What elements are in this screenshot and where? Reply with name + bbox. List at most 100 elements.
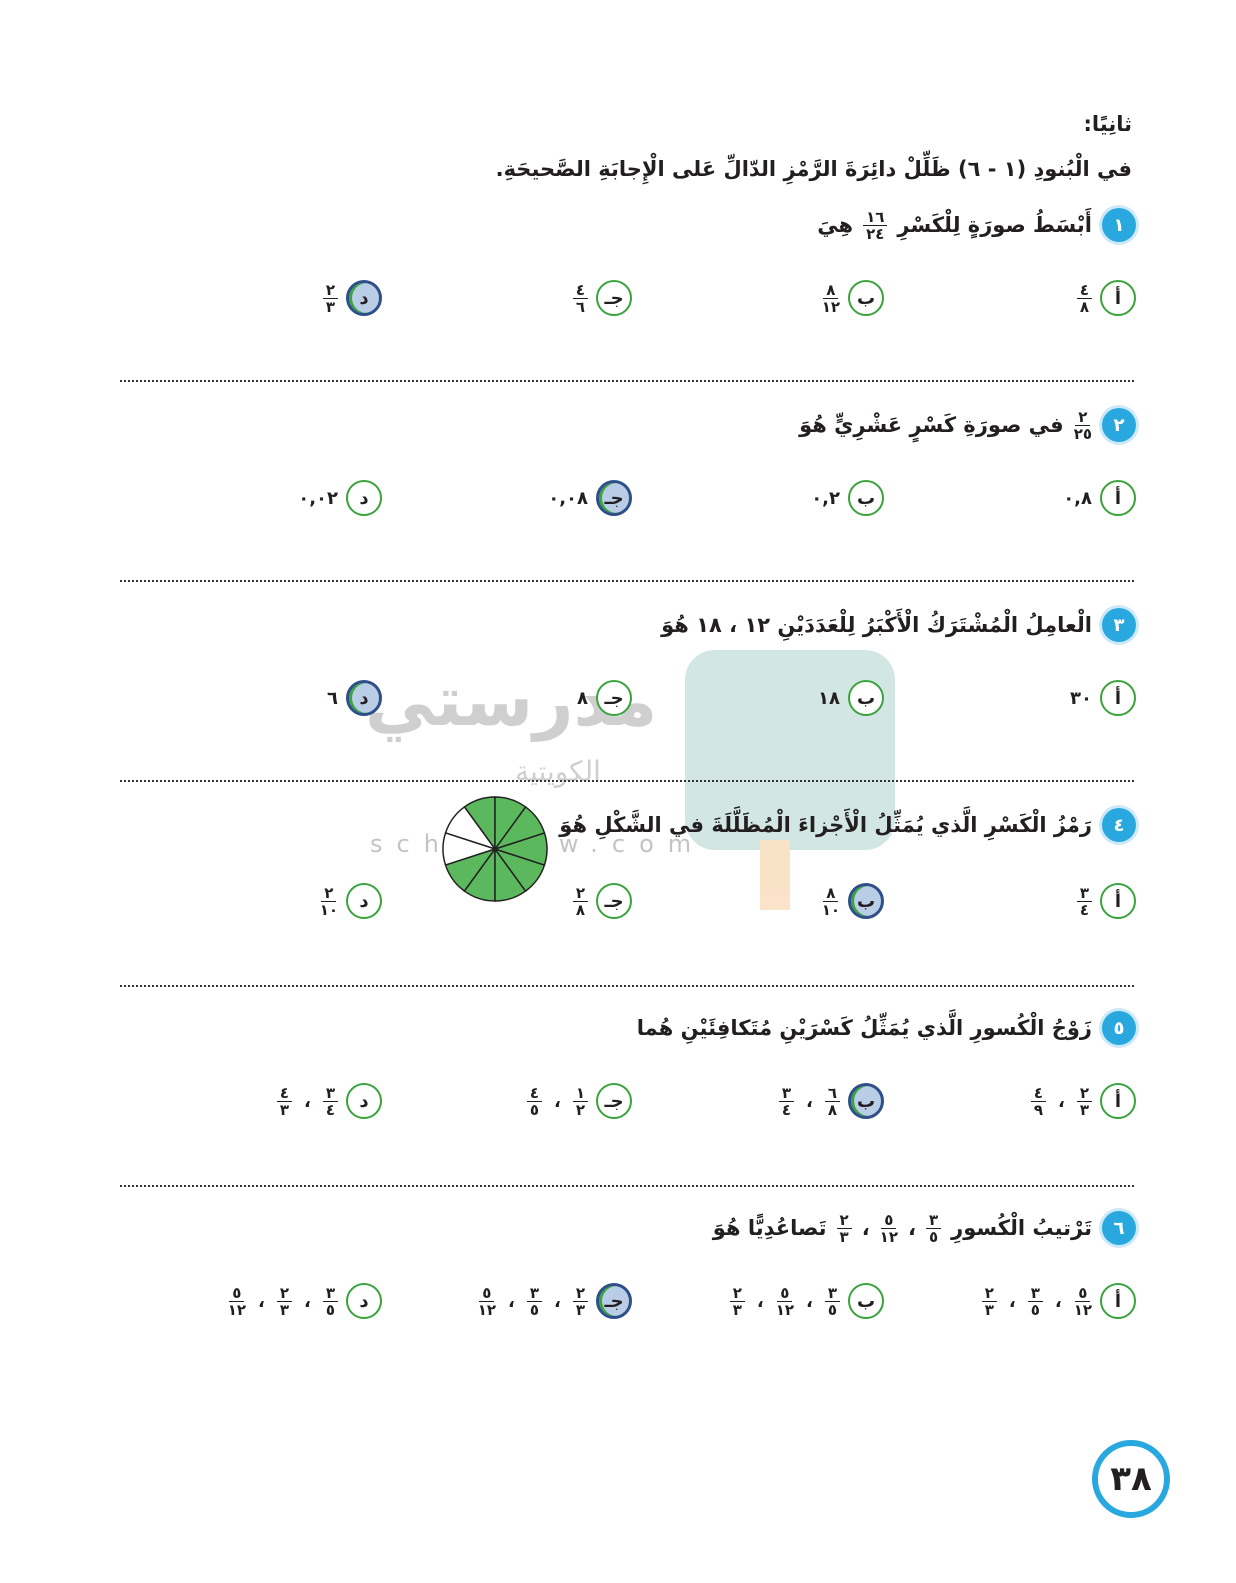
question-2: ٢ ٢ ٢٥ في صورَةِ كَسْرٍ عَشْرِيٍّ هُوَ	[799, 405, 1136, 445]
fraction: ٢ ١٠	[320, 885, 338, 918]
option-1[interactable]: أ ٣٠	[1070, 680, 1136, 716]
denominator: ٥	[325, 1300, 335, 1319]
option-4[interactable]: د ٣ ٥ ، ٢ ٣ ، ٥ ١٢	[228, 1283, 382, 1319]
denominator: ١٢	[775, 1300, 794, 1319]
value-text: أَبْسَطُ صورَةٍ لِلْكَسْرِ	[897, 213, 1092, 237]
answer-bubble-selected[interactable]: ب	[848, 1083, 884, 1119]
answer-bubble-selected[interactable]: جـ	[596, 1283, 632, 1319]
answer-bubble[interactable]: أ	[1100, 1083, 1136, 1119]
answer-bubble[interactable]: ب	[848, 1283, 884, 1319]
denominator: ٤	[781, 1100, 791, 1119]
numerator: ٢	[981, 1285, 997, 1302]
option-3[interactable]: جـ ٢ ٨	[572, 883, 632, 919]
numerator: ٣	[1076, 885, 1092, 902]
numerator: ٣	[526, 1285, 542, 1302]
value-text: ١٨	[818, 687, 840, 709]
comma: ،	[554, 1090, 561, 1112]
numerator: ٢	[1076, 1085, 1092, 1102]
value-text: ٣٠	[1070, 687, 1092, 709]
option-2[interactable]: ب ٣ ٥ ، ٥ ١٢ ، ٢ ٣	[729, 1283, 884, 1319]
option-3[interactable]: جـ ٢ ٣ ، ٣ ٥ ، ٥ ١٢	[478, 1283, 632, 1319]
numerator: ٥	[777, 1285, 793, 1302]
numerator: ١٦	[863, 209, 888, 226]
answer-bubble[interactable]: أ	[1100, 883, 1136, 919]
answer-bubble[interactable]: د	[346, 883, 382, 919]
answer-bubble[interactable]: د	[346, 1283, 382, 1319]
option-4[interactable]: د ٣ ٤ ، ٤ ٣	[276, 1083, 382, 1119]
option-4[interactable]: د ٢ ١٠	[320, 883, 382, 919]
denominator: ٤	[1079, 900, 1089, 919]
option-1[interactable]: أ ٠,٨	[1063, 480, 1136, 516]
denominator: ١٢	[879, 1227, 898, 1246]
divider	[120, 985, 1134, 987]
answer-bubble[interactable]: جـ	[596, 1083, 632, 1119]
numerator: ٥	[1075, 1285, 1091, 1302]
question-number-badge: ١	[1102, 208, 1136, 242]
answer-bubble[interactable]: أ	[1100, 680, 1136, 716]
option-3[interactable]: جـ ٠,٠٨	[548, 480, 632, 516]
question-number-badge: ٦	[1102, 1211, 1136, 1245]
numerator: ٣	[778, 1085, 794, 1102]
fraction: ١٦ ٢٤	[863, 209, 888, 242]
divider	[120, 1185, 1134, 1187]
option-2[interactable]: ب ٠,٢	[811, 480, 884, 516]
answer-bubble-selected[interactable]: د	[346, 680, 382, 716]
option-3[interactable]: جـ ١ ٢ ، ٤ ٥	[526, 1083, 632, 1119]
answer-bubble[interactable]: جـ	[596, 280, 632, 316]
numerator: ٥	[881, 1212, 897, 1229]
question-1: ١ أَبْسَطُ صورَةٍ لِلْكَسْرِ ١٦ ٢٤ هِيَ	[817, 205, 1136, 245]
option-2[interactable]: ب ١٨	[818, 680, 884, 716]
value-text: في صورَةِ كَسْرٍ عَشْرِيٍّ هُوَ	[799, 413, 1064, 437]
denominator: ٥	[827, 1300, 837, 1319]
page-number: ٣٨	[1092, 1440, 1170, 1518]
numerator: ٤	[1030, 1085, 1046, 1102]
numerator: ٤	[526, 1085, 542, 1102]
watermark-sub: الكويتية	[515, 755, 601, 788]
answer-bubble-selected[interactable]: د	[346, 280, 382, 316]
answer-bubble-selected[interactable]: جـ	[596, 480, 632, 516]
numerator: ٤	[572, 282, 588, 299]
answer-bubble[interactable]: أ	[1100, 480, 1136, 516]
answer-bubble[interactable]: أ	[1100, 280, 1136, 316]
comma: ،	[258, 1290, 265, 1312]
answer-bubble[interactable]: د	[346, 480, 382, 516]
question-number-badge: ٤	[1102, 808, 1136, 842]
answer-bubble[interactable]: ب	[848, 280, 884, 316]
option-2[interactable]: ب ٦ ٨ ، ٣ ٤	[778, 1083, 884, 1119]
answer-bubble[interactable]: جـ	[596, 883, 632, 919]
answer-bubble[interactable]: جـ	[596, 680, 632, 716]
answer-bubble[interactable]: د	[346, 1083, 382, 1119]
watermark-stick	[760, 840, 790, 910]
divider	[120, 780, 1134, 782]
answer-bubble[interactable]: ب	[848, 680, 884, 716]
value-text: ٠,٨	[1063, 487, 1092, 509]
fraction: ٨ ١٢	[822, 282, 840, 315]
option-1[interactable]: أ ٢ ٣ ، ٤ ٩	[1030, 1083, 1136, 1119]
option-3[interactable]: جـ ٤ ٦	[572, 280, 632, 316]
value-text: هِيَ	[817, 213, 854, 237]
answer-bubble[interactable]: أ	[1100, 1283, 1136, 1319]
instructions: في الْبُنودِ (١ - ٦) ظَلِّلْ دائِرَةَ ال…	[495, 157, 1132, 181]
answer-bubble-selected[interactable]: ب	[848, 883, 884, 919]
value-text: ٨	[577, 687, 588, 709]
option-2[interactable]: ب ٨ ١٠	[822, 883, 884, 919]
answer-bubble[interactable]: ب	[848, 480, 884, 516]
option-4[interactable]: د ٠,٠٢	[298, 480, 382, 516]
option-2[interactable]: ب ٨ ١٢	[822, 280, 884, 316]
option-3[interactable]: جـ ٨	[577, 680, 632, 716]
option-1[interactable]: أ ٥ ١٢ ، ٣ ٥ ، ٢ ٣	[981, 1283, 1136, 1319]
